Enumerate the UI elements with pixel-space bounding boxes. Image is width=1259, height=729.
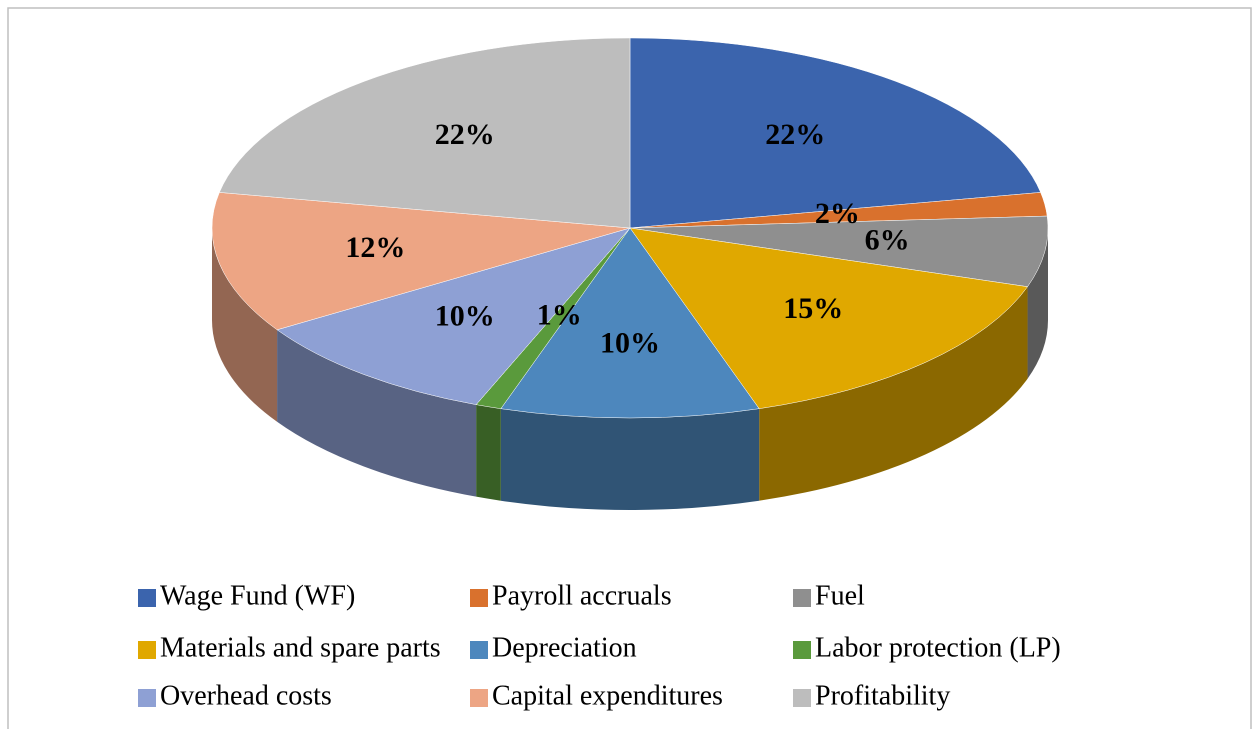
legend-swatch (793, 689, 811, 707)
legend-label: Depreciation (492, 632, 637, 663)
legend-label: Overhead costs (160, 680, 332, 711)
pie-sides (212, 228, 1048, 510)
legend-swatch (138, 589, 156, 607)
pie-slice (211, 192, 631, 331)
data-label: 10% (600, 327, 660, 360)
legend-swatch (793, 589, 811, 607)
legend-label: Wage Fund (WF) (160, 580, 355, 611)
legend-label: Capital expenditures (492, 680, 723, 711)
legend-label: Fuel (815, 580, 865, 611)
legend-swatch (138, 689, 156, 707)
data-label: 12% (345, 231, 405, 264)
data-label: 10% (435, 300, 495, 333)
data-label: 22% (765, 118, 825, 151)
pie-side (759, 286, 1028, 501)
data-label: 15% (783, 292, 843, 325)
pie-tops (211, 37, 1049, 419)
pie-slice (629, 37, 1041, 229)
pie-slice (500, 227, 760, 419)
data-label: 2% (815, 197, 860, 230)
legend-swatch (470, 689, 488, 707)
pie-slice (629, 227, 1028, 409)
pie-side (1027, 228, 1048, 379)
legend: Wage Fund (WF) Payroll accruals Fuel Materi… (138, 580, 1061, 711)
pie-slice (219, 37, 631, 229)
legend-swatch (138, 641, 156, 659)
pie-slice (629, 215, 1049, 287)
pie-side (212, 228, 278, 422)
legend-swatch (470, 589, 488, 607)
data-labels: 22% 2%6% 15% 10% 1% 10% 12% 22% (345, 118, 909, 360)
pie-slice (276, 227, 631, 405)
legend-label: Materials and spare parts (160, 632, 441, 663)
legend-swatch (470, 641, 488, 659)
legend-swatch (793, 641, 811, 659)
legend-label: Profitability (815, 680, 950, 711)
data-label: 1% (537, 298, 582, 331)
chart-frame (7, 7, 1252, 729)
legend-label: Labor protection (LP) (815, 632, 1061, 663)
pie-side (476, 404, 501, 501)
legend-label: Payroll accruals (492, 580, 672, 611)
pie-side (277, 329, 477, 497)
data-label: 6% (865, 224, 910, 257)
pie-side (500, 408, 760, 510)
data-label: 22% (435, 118, 495, 151)
